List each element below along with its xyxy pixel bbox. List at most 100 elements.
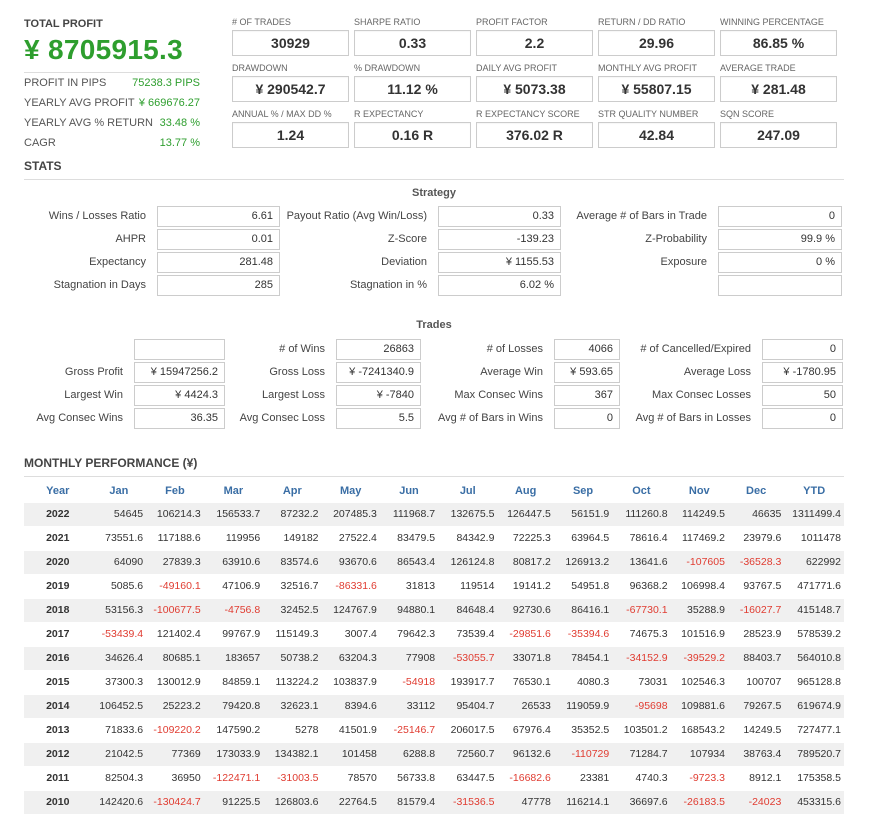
trade-stat-value: ¥ 4424.3 xyxy=(134,385,225,406)
value-cell: 5278 xyxy=(263,717,322,742)
metric-label: R EXPECTANCY SCORE xyxy=(476,109,580,119)
value-cell: 124767.9 xyxy=(321,597,380,622)
value-cell: 76530.1 xyxy=(497,669,554,694)
value-cell: 789520.7 xyxy=(784,741,844,766)
value-cell: 78616.4 xyxy=(612,525,671,550)
table-row: 2016 34626.4 80685.1 183657 50738.2 63204.3 77… xyxy=(24,645,844,670)
value-cell: 23979.6 xyxy=(727,525,785,550)
value-cell: 73031 xyxy=(612,669,671,694)
value-cell: 21042.5 xyxy=(91,741,147,766)
value-cell: 71284.7 xyxy=(612,741,671,766)
metric-value: 11.12 % xyxy=(354,76,471,102)
trade-stat-label: Average Win xyxy=(480,366,543,378)
metric-card: R EXPECTANCY 0.16 R xyxy=(354,109,471,148)
metric-card: DRAWDOWN ¥ 290542.7 xyxy=(232,63,349,102)
trade-stat-label: Largest Win xyxy=(64,389,123,401)
column-header[interactable]: Aug xyxy=(514,484,537,497)
monthly-performance-table: Year Jan Feb Mar Apr May Jun Jul Aug Sep Oct Nov Dec… xyxy=(24,480,844,814)
trade-stat-label: # of Wins xyxy=(279,343,325,355)
value-cell: 564010.8 xyxy=(784,645,844,670)
summary-label: YEARLY AVG PROFIT xyxy=(24,97,135,109)
value-cell: -49160.1 xyxy=(146,573,204,598)
value-cell: -67730.1 xyxy=(612,597,671,622)
stat-value: 0.01 xyxy=(157,229,280,250)
metric-value: ¥ 55807.15 xyxy=(598,76,715,102)
summary-label: YEARLY AVG % RETURN xyxy=(24,117,153,129)
stat-label: Wins / Losses Ratio xyxy=(48,210,146,222)
value-cell: -95698 xyxy=(612,693,671,718)
value-cell: 103501.2 xyxy=(612,717,671,742)
value-cell: 206017.5 xyxy=(438,717,498,742)
value-cell: 35288.9 xyxy=(670,597,728,622)
column-header[interactable]: Feb xyxy=(165,484,185,497)
value-cell: 87232.2 xyxy=(263,501,322,526)
value-cell: 36950 xyxy=(146,765,204,790)
value-cell: 96132.6 xyxy=(497,741,554,766)
column-header[interactable]: Nov xyxy=(688,484,710,497)
value-cell: 578539.2 xyxy=(784,621,844,646)
value-cell: -25146.7 xyxy=(379,717,439,742)
value-cell: 84859.1 xyxy=(203,669,264,694)
value-cell: 80817.2 xyxy=(497,549,554,574)
value-cell: 96368.2 xyxy=(612,573,671,598)
value-cell: 92730.6 xyxy=(497,597,554,622)
value-cell: 147590.2 xyxy=(203,717,264,742)
value-cell: 33071.8 xyxy=(497,645,554,670)
column-header[interactable]: May xyxy=(339,484,362,497)
column-header[interactable]: Year xyxy=(46,484,70,497)
year-cell: 2021 xyxy=(24,525,92,550)
value-cell: 1011478 xyxy=(784,525,844,550)
value-cell: 56151.9 xyxy=(553,501,613,526)
value-cell: 622992 xyxy=(784,549,844,574)
trade-stat-label: Avg Consec Wins xyxy=(36,412,123,424)
value-cell: 28523.9 xyxy=(727,621,785,646)
value-cell: 25223.2 xyxy=(146,693,204,718)
value-cell: 13641.6 xyxy=(612,549,671,574)
column-header[interactable]: Jan xyxy=(109,484,129,497)
value-cell: -53055.7 xyxy=(438,645,498,670)
metric-card: RETURN / DD RATIO 29.96 xyxy=(598,17,715,56)
value-cell: -34152.9 xyxy=(612,645,671,670)
value-cell: 126447.5 xyxy=(497,501,554,526)
column-header[interactable]: Sep xyxy=(572,484,594,497)
value-cell: 47778 xyxy=(497,789,554,814)
column-header[interactable]: Mar xyxy=(223,484,244,497)
metric-label: R EXPECTANCY xyxy=(354,109,424,119)
table-row: 2011 82504.3 36950 -122471.1 -31003.5 78570 56… xyxy=(24,765,844,790)
trade-stat-value: 367 xyxy=(554,385,620,406)
value-cell: 64090 xyxy=(91,549,147,574)
value-cell: 109881.6 xyxy=(670,693,728,718)
value-cell: -100677.5 xyxy=(146,597,204,622)
metric-value: 376.02 R xyxy=(476,122,593,148)
metric-value: 30929 xyxy=(232,30,349,56)
table-header-row: Year Jan Feb Mar Apr May Jun Jul Aug Sep Oct Nov Dec… xyxy=(24,480,844,502)
metric-value: ¥ 281.48 xyxy=(720,76,837,102)
column-header[interactable]: Jun xyxy=(399,484,419,497)
value-cell: 91225.5 xyxy=(203,789,264,814)
table-row: 2014 106452.5 25223.2 79420.8 32623.1 8394.6 3… xyxy=(24,693,844,718)
value-cell: 63910.6 xyxy=(203,549,264,574)
value-cell: -16682.6 xyxy=(497,765,554,790)
stat-label: AHPR xyxy=(115,233,146,245)
trade-stat-value: ¥ 593.65 xyxy=(554,362,620,383)
metric-value: 0.16 R xyxy=(354,122,471,148)
value-cell: 32516.7 xyxy=(263,573,322,598)
value-cell: 88403.7 xyxy=(727,645,785,670)
metric-value: ¥ 5073.38 xyxy=(476,76,593,102)
column-header[interactable]: YTD xyxy=(803,484,826,497)
column-header[interactable]: Apr xyxy=(282,484,302,497)
column-header[interactable]: Jul xyxy=(459,484,476,497)
trade-stat-label: Gross Profit xyxy=(64,366,123,378)
value-cell: -24023 xyxy=(727,789,785,814)
year-cell: 2013 xyxy=(24,717,92,742)
value-cell: 54951.8 xyxy=(553,573,613,598)
column-header[interactable]: Oct xyxy=(632,484,651,497)
value-cell: 41501.9 xyxy=(321,717,380,742)
trade-stat-value: ¥ -7241340.9 xyxy=(336,362,421,383)
value-cell: 73539.4 xyxy=(438,621,498,646)
column-header[interactable]: Dec xyxy=(746,484,767,497)
metric-card: WINNING PERCENTAGE 86.85 % xyxy=(720,17,837,56)
value-cell: 121402.4 xyxy=(146,621,204,646)
trade-stat-value: ¥ 15947256.2 xyxy=(134,362,225,383)
value-cell: -39529.2 xyxy=(670,645,728,670)
